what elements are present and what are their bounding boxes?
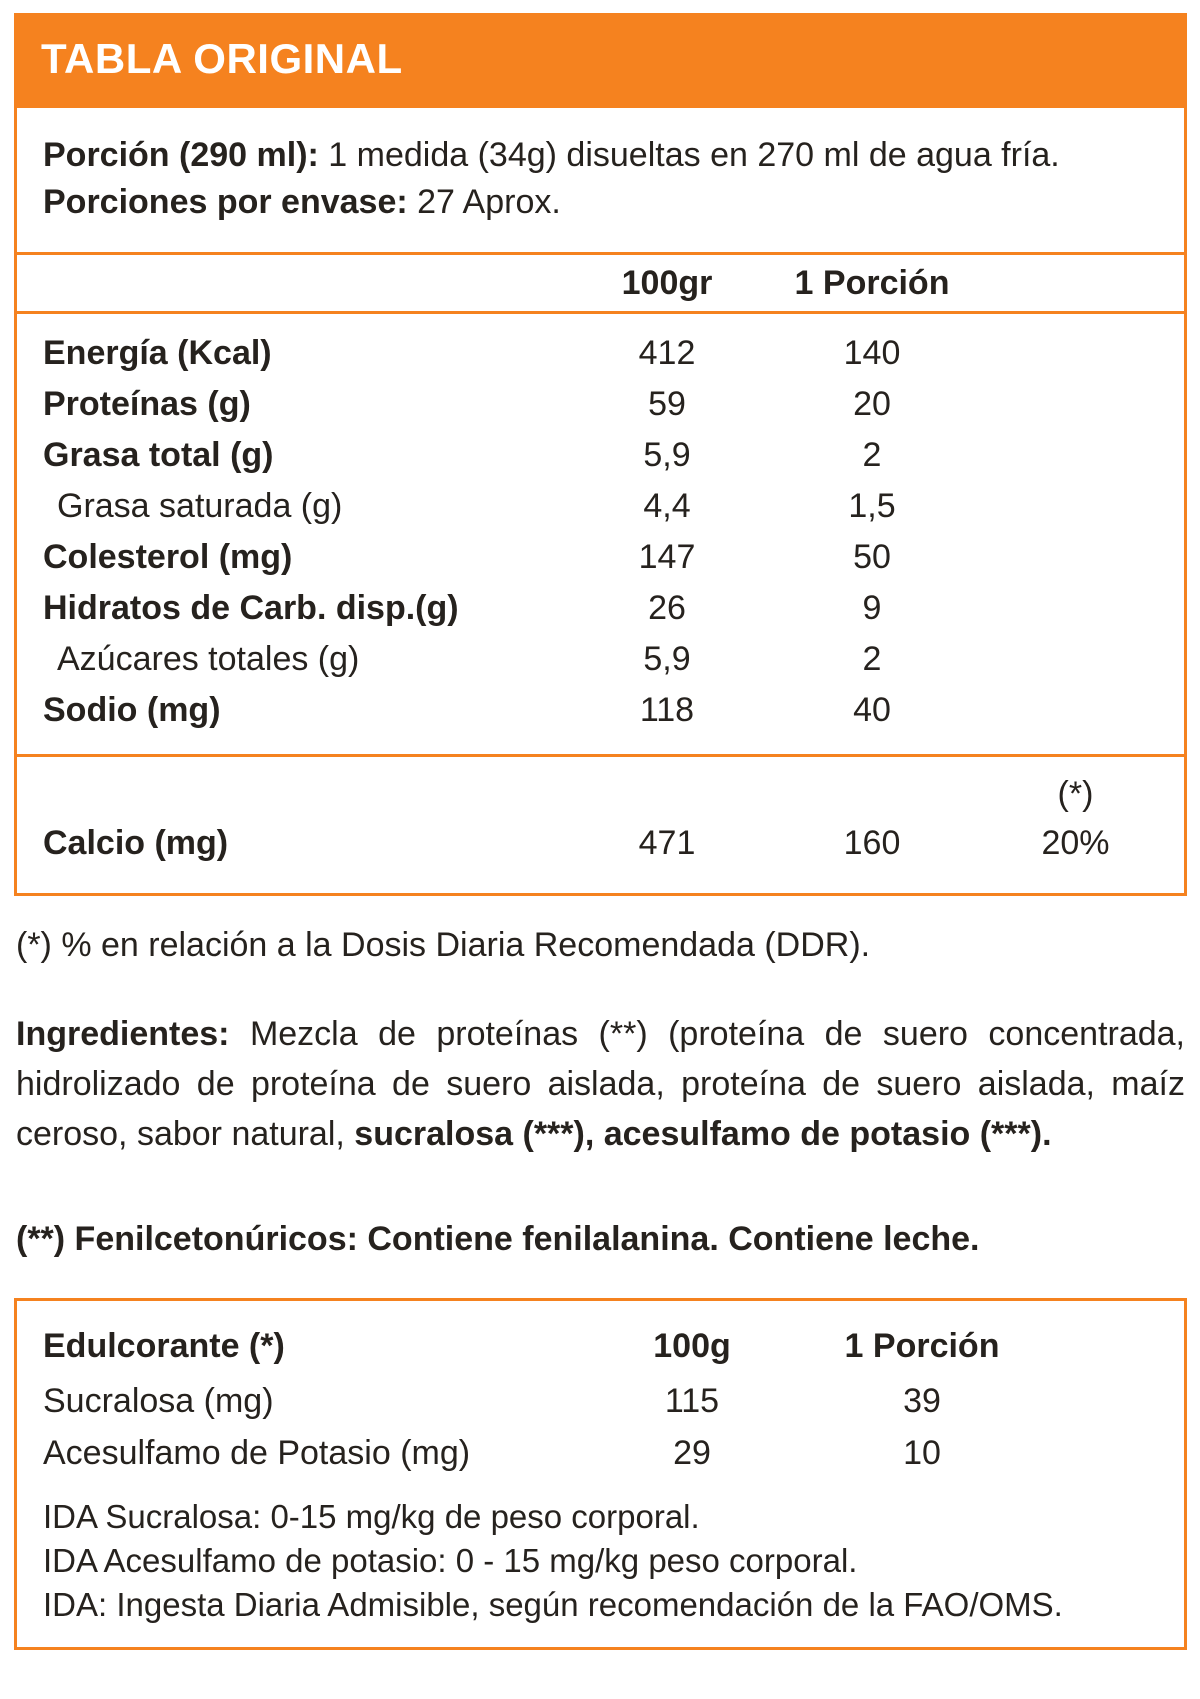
nutrient-label: Colesterol (mg) [43,538,293,576]
table-row-acesulfame: Acesulfamo de Potasio (mg) 29 10 [17,1427,1184,1479]
servings-per-container-value: 27 Aprox. [417,183,561,221]
ida-note-sucralose: IDA Sucralosa: 0-15 mg/kg de peso corpor… [43,1498,700,1535]
nutrient-label: Hidratos de Carb. disp.(g) [43,589,459,627]
ddr-marker: (*) [1057,775,1094,813]
ingredients-label: Ingredientes: [16,1015,230,1053]
phenylketonurics-note: (**) Fenilcetonúricos: Contiene fenilala… [16,1220,980,1258]
table-row-protein: Proteínas (g) 59 20 [17,379,1184,430]
table-row-sucralose: Sucralosa (mg) 115 39 [17,1375,1184,1427]
nutrient-label: Grasa saturada (g) [57,487,343,525]
nutrient-label: Proteínas (g) [43,385,251,423]
table-row-calcium: Calcio (mg) 471 160 20% [17,817,1184,869]
value-100g: 5,9 [643,436,691,474]
ingredients-sweeteners-text: sucralosa (***), acesulfamo de potasio (… [354,1115,1052,1153]
nutrient-label: Calcio (mg) [43,824,229,862]
sweetener-label: Acesulfamo de Potasio (mg) [43,1434,471,1472]
serving-info-box: Porción (290 ml): 1 medida (34g) disuelt… [14,105,1187,255]
value-100g: 59 [648,385,686,423]
table-row-carbohydrates: Hidratos de Carb. disp.(g) 26 9 [17,583,1184,634]
sweetener-header-row: Edulcorante (*) 100g 1 Porción [17,1317,1184,1375]
ida-note-acesulfame: IDA Acesulfamo de potasio: 0 - 15 mg/kg … [43,1542,858,1579]
nutrition-table: Energía (Kcal) 412 140 Proteínas (g) 59 … [14,311,1187,757]
ddr-footnote: (*) % en relación a la Dosis Diaria Reco… [16,926,871,964]
nutrition-label: TABLA ORIGINAL Porción (290 ml): 1 medid… [14,13,1187,1650]
value-portion: 10 [903,1434,941,1472]
value-ddr-percent: 20% [1041,824,1110,862]
nutrient-label: Energía (Kcal) [43,334,272,372]
nutrient-label: Azúcares totales (g) [57,640,360,678]
calcium-box: (*) Calcio (mg) 471 160 20% [14,754,1187,896]
value-portion: 2 [862,436,882,474]
value-100g: 4,4 [643,487,691,525]
sweetener-header-label: Edulcorante (*) [43,1327,285,1365]
serving-size-line: Porción (290 ml): 1 medida (34g) disuelt… [43,132,1158,179]
ida-note-definition: IDA: Ingesta Diaria Admisible, según rec… [43,1586,1063,1623]
column-header-100g: 100gr [621,263,713,302]
value-portion: 40 [853,691,891,729]
column-header-portion: 1 Porción [794,263,950,302]
value-100g: 5,9 [643,640,691,678]
value-portion: 2 [862,640,882,678]
value-portion: 20 [853,385,891,423]
table-row-energy: Energía (Kcal) 412 140 [17,328,1184,379]
value-100g: 412 [638,334,696,372]
sweetener-table: Edulcorante (*) 100g 1 Porción Sucralosa… [14,1298,1187,1650]
value-100g: 147 [638,538,696,576]
sweetener-column-header-portion: 1 Porción [844,1327,1000,1365]
value-100g: 115 [664,1382,720,1420]
value-100g: 26 [648,589,686,627]
ddr-marker-row: (*) [17,771,1184,817]
serving-size-value: 1 medida (34g) disueltas en 270 ml de ag… [328,136,1060,174]
value-100g: 29 [673,1434,711,1472]
value-portion: 140 [843,334,901,372]
value-portion: 50 [853,538,891,576]
nutrient-label: Sodio (mg) [43,691,221,729]
table-row-total-fat: Grasa total (g) 5,9 2 [17,430,1184,481]
table-row-cholesterol: Colesterol (mg) 147 50 [17,532,1184,583]
table-row-saturated-fat: Grasa saturada (g) 4,4 1,5 [17,481,1184,532]
serving-size-label: Porción (290 ml): [43,136,319,174]
page-title: TABLA ORIGINAL [41,35,403,82]
value-portion: 9 [862,589,882,627]
nutrient-label: Grasa total (g) [43,436,274,474]
nutrition-column-headers: 100gr 1 Porción [14,252,1187,314]
title-bar: TABLA ORIGINAL [14,13,1187,105]
value-100g: 471 [638,824,696,862]
sweetener-label: Sucralosa (mg) [43,1382,274,1420]
table-row-total-sugars: Azúcares totales (g) 5,9 2 [17,634,1184,685]
servings-per-container-label: Porciones por envase: [43,183,408,221]
value-portion: 39 [903,1382,941,1420]
servings-per-container-line: Porciones por envase: 27 Aprox. [43,179,1158,226]
value-100g: 118 [639,691,695,729]
value-portion: 1,5 [848,487,896,525]
ida-notes: IDA Sucralosa: 0-15 mg/kg de peso corpor… [17,1495,1184,1627]
value-portion: 160 [843,824,901,862]
table-row-sodium: Sodio (mg) 118 40 [17,685,1184,736]
ingredients-paragraph: Ingredientes: Mezcla de proteínas (**) (… [16,1009,1185,1159]
ingredients-text: Mezcla de proteínas (**) (proteína de su… [16,1015,1185,1153]
sweetener-column-header-100g: 100g [653,1327,731,1365]
